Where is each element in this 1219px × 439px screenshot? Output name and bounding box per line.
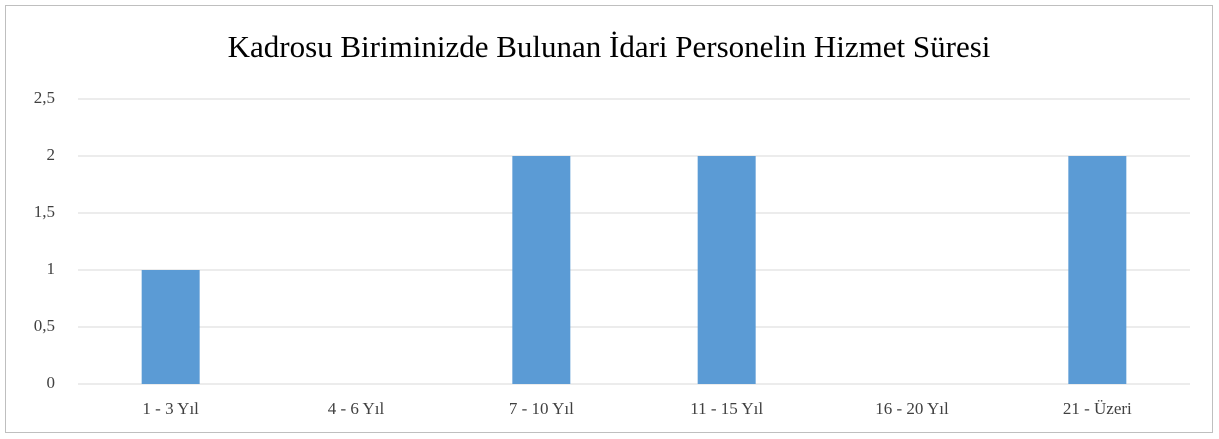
x-tick-label: 11 - 15 Yıl (690, 399, 763, 418)
y-tick-label: 0 (47, 373, 56, 392)
y-tick-label: 0,5 (34, 316, 55, 335)
bar (1068, 156, 1127, 384)
x-tick-label: 1 - 3 Yıl (142, 399, 199, 418)
chart-border (5, 5, 1213, 433)
y-tick-label: 2 (47, 145, 56, 164)
x-tick-label: 4 - 6 Yıl (328, 399, 385, 418)
chart-title: Kadrosu Biriminizde Bulunan İdari Person… (228, 29, 991, 64)
bar (141, 270, 200, 384)
y-tick-label: 2,5 (34, 88, 55, 107)
bar (697, 156, 756, 384)
x-tick-label: 16 - 20 Yıl (875, 399, 949, 418)
y-tick-label: 1 (47, 259, 56, 278)
x-tick-label: 21 - Üzeri (1063, 399, 1132, 418)
y-tick-label: 1,5 (34, 202, 55, 221)
x-tick-label: 7 - 10 Yıl (509, 399, 574, 418)
bar (512, 156, 571, 384)
